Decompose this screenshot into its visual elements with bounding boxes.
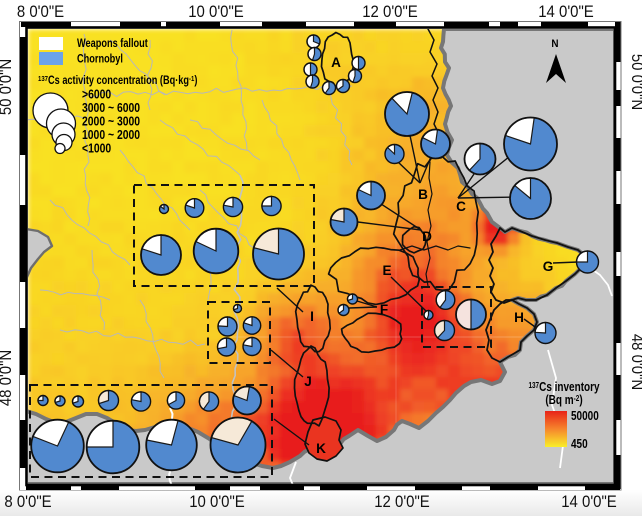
svg-text:N: N [551,39,558,51]
svg-text:(Bq m-2): (Bq m-2) [545,393,583,407]
svg-text:F: F [380,302,388,317]
svg-text:Weapons fallout: Weapons fallout [77,38,148,50]
svg-text:3000 ~ 6000: 3000 ~ 6000 [82,101,140,115]
svg-text:<1000: <1000 [82,141,112,155]
svg-text:H: H [514,310,524,325]
svg-text:G: G [543,259,554,274]
svg-text:8 0'0"E: 8 0'0"E [17,3,64,21]
svg-text:E: E [382,263,391,278]
svg-text:48 0'0"N: 48 0'0"N [628,334,642,390]
svg-text:A: A [331,55,341,70]
svg-text:50 0'0"N: 50 0'0"N [628,54,642,110]
svg-text:8 0'0"E: 8 0'0"E [4,493,51,511]
svg-text:1000 ~ 2000: 1000 ~ 2000 [82,128,140,142]
svg-text:I: I [310,309,314,324]
svg-text:>6000: >6000 [82,87,112,101]
svg-text:12 0'0"E: 12 0'0"E [362,3,418,21]
svg-text:Chornobyl: Chornobyl [77,54,123,66]
svg-text:C: C [456,199,466,214]
svg-text:137Cs activity concentration (: 137Cs activity concentration (Bq·kg-1) [38,75,197,87]
svg-text:50 0'0"N: 50 0'0"N [0,59,15,115]
svg-text:10 0'0"E: 10 0'0"E [188,3,244,21]
svg-text:J: J [304,374,312,389]
svg-text:14 0'0"E: 14 0'0"E [561,493,617,511]
svg-text:14 0'0"E: 14 0'0"E [538,3,594,21]
svg-text:50000: 50000 [571,410,599,423]
svg-text:450: 450 [571,438,588,451]
svg-text:K: K [316,441,326,456]
svg-text:48 0'0"N: 48 0'0"N [0,350,15,406]
svg-text:2000 ~ 3000: 2000 ~ 3000 [82,114,140,128]
svg-text:B: B [418,187,428,202]
svg-text:12 0'0"E: 12 0'0"E [374,493,430,511]
svg-text:137Cs inventory: 137Cs inventory [528,380,600,394]
svg-text:10 0'0"E: 10 0'0"E [189,493,245,511]
svg-text:D: D [422,229,432,244]
